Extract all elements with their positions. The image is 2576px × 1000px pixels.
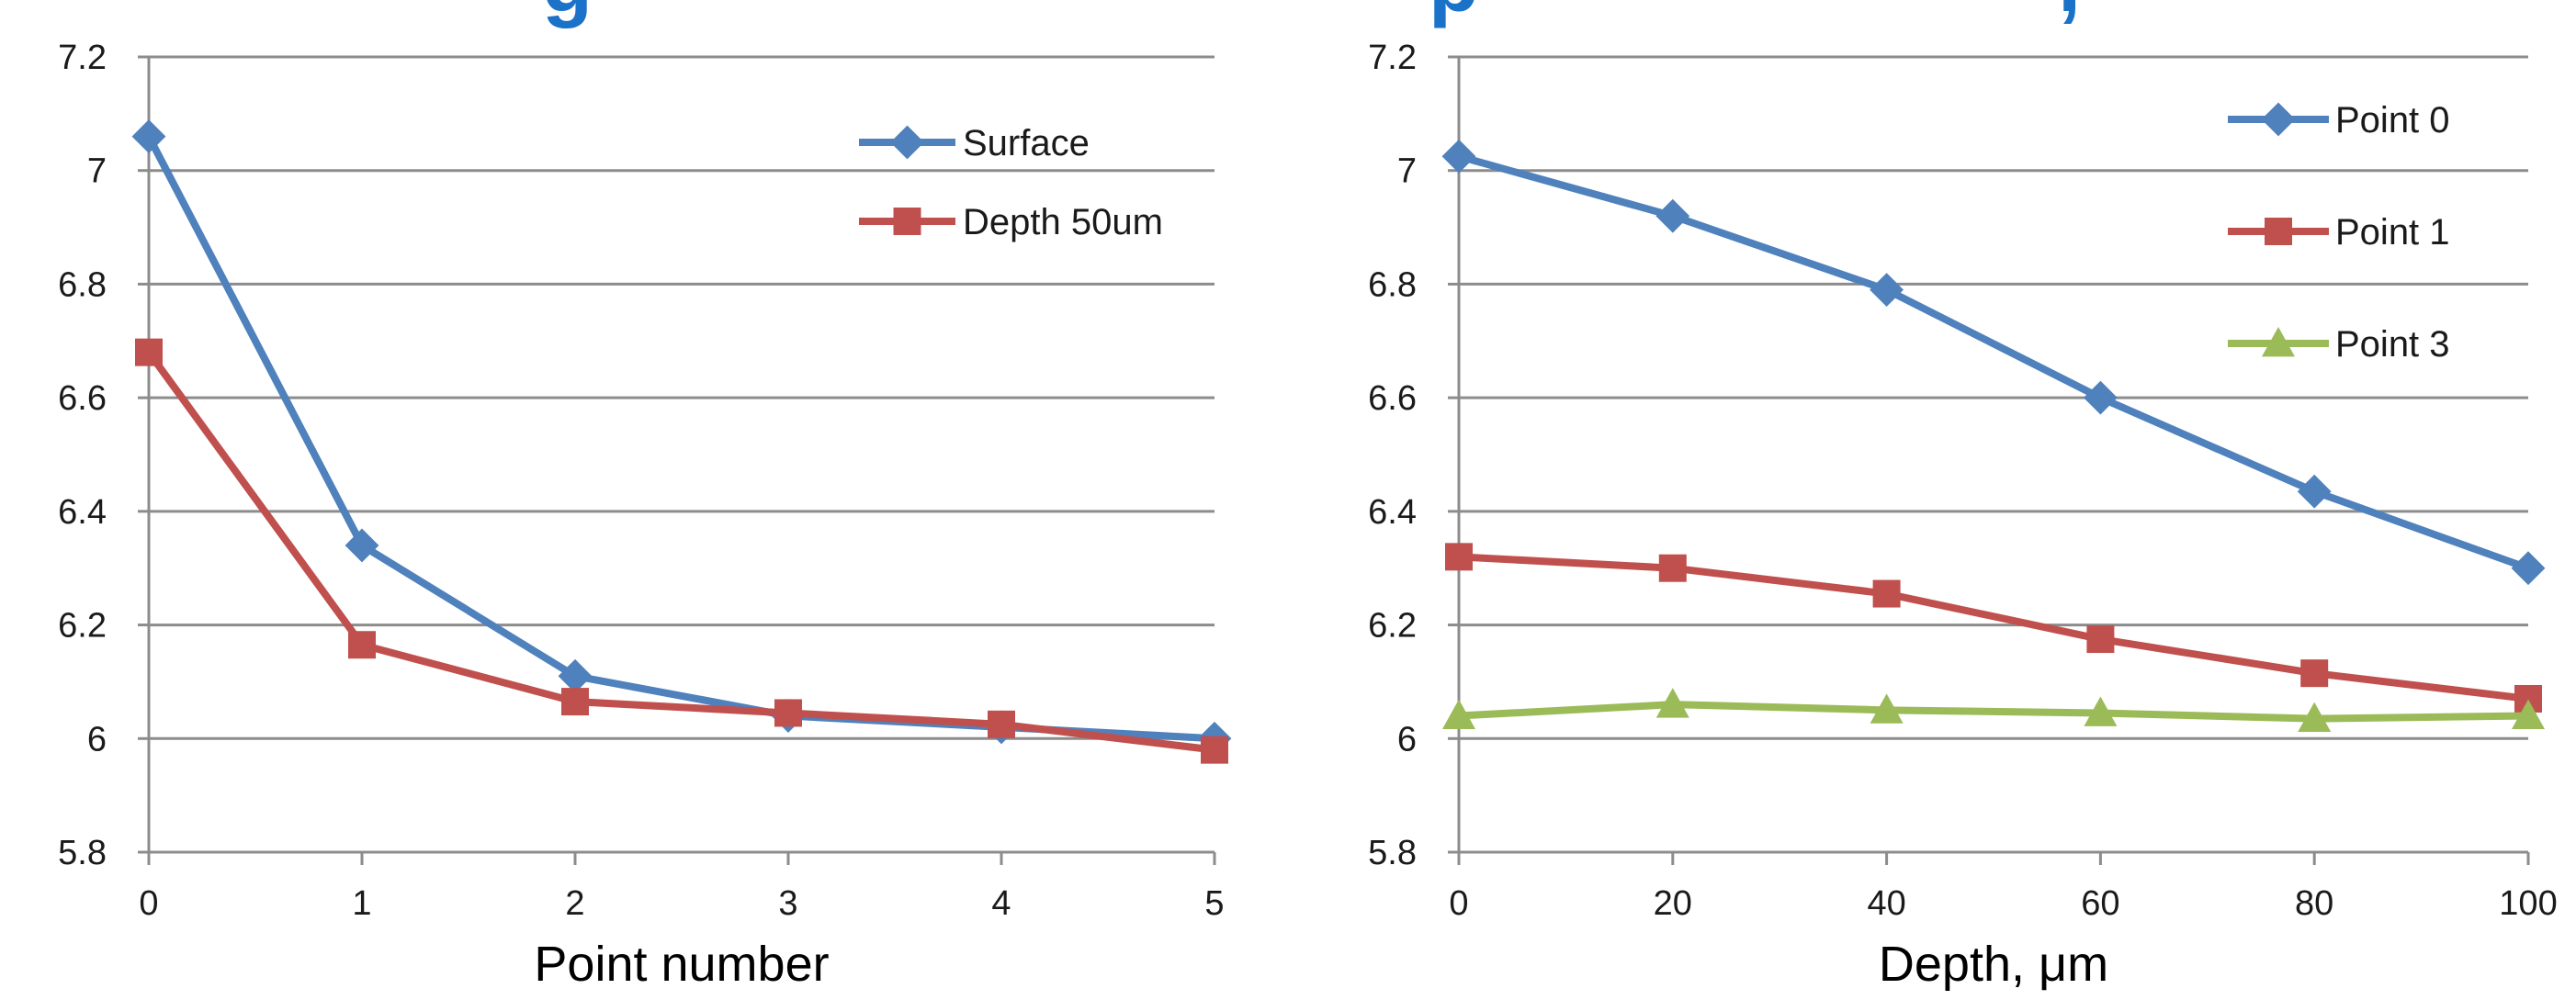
data-point-1-5: [1201, 736, 1228, 764]
data-point-2-0: [1442, 699, 1475, 729]
data-point-0-5: [2511, 551, 2546, 586]
x-tick-label: 80: [2295, 884, 2333, 923]
y-tick-label: 6.8: [58, 265, 107, 304]
x-tick-label: 1: [352, 884, 371, 923]
y-tick-label: 6.2: [58, 607, 107, 646]
series-line-1: [1458, 553, 2529, 702]
data-point-0-0: [131, 119, 166, 154]
legend-marker: [2265, 218, 2292, 245]
y-tick-label: 6: [87, 720, 107, 758]
data-point-2-3: [2084, 696, 2118, 726]
series-line-0: [1457, 152, 2530, 572]
x-tick-label: 100: [2499, 884, 2557, 923]
data-point-1-0: [1445, 543, 1473, 571]
y-tick-label: 7: [1397, 152, 1417, 191]
x-tick-label: 20: [1654, 884, 1692, 923]
y-tick-label: 6: [1397, 720, 1417, 758]
y-tick-label: 7: [87, 152, 107, 191]
data-point-1-4: [988, 710, 1015, 738]
data-point-0-4: [2297, 474, 2332, 509]
legend-label: Point 0: [2335, 100, 2450, 140]
x-tick-label: 2: [565, 884, 584, 923]
x-axis-title: Point number: [534, 937, 829, 992]
legend-label: Depth 50um: [963, 202, 1163, 242]
x-tick-label: 0: [139, 884, 158, 923]
legend-marker: [2262, 327, 2295, 357]
legend-label: Point 1: [2335, 212, 2450, 253]
series-line-1: [145, 350, 1215, 754]
data-point-2-5: [2512, 699, 2545, 729]
data-point-1-3: [774, 699, 802, 727]
banner-fragment-2: p: [1429, 0, 1479, 29]
data-point-2-2: [1870, 693, 1904, 724]
x-tick-label: 3: [778, 884, 797, 923]
x-tick-label: 0: [1449, 884, 1468, 923]
y-tick-label: 6.4: [1368, 493, 1417, 532]
y-tick-label: 5.8: [1368, 834, 1417, 872]
data-point-0-0: [1441, 139, 1476, 174]
banner-fragment-3: ,: [2058, 0, 2081, 29]
y-tick-label: 7.2: [1368, 39, 1417, 77]
y-tick-label: 6.8: [1368, 265, 1417, 304]
y-tick-label: 6.6: [1368, 379, 1417, 418]
chart-point-number: 5.8 6 6.2 6.4 6.6 6.8 7 7.2 0 1 2 3 4 5 Point number Su…: [58, 39, 1232, 992]
x-tick-label: 40: [1867, 884, 1905, 923]
data-point-0-2: [1870, 273, 1904, 308]
data-point-1-2: [1872, 579, 1901, 608]
data-point-0-1: [345, 528, 379, 563]
y-tick-label: 7.2: [58, 39, 107, 77]
x-tick-label: 60: [2081, 884, 2119, 923]
cropped-title-banner: g p ,: [542, 0, 2081, 29]
data-point-1-2: [561, 688, 589, 716]
data-point-1-0: [135, 338, 163, 366]
legend-marker: [893, 208, 921, 235]
data-point-1-1: [1658, 554, 1687, 582]
data-point-1-4: [2300, 659, 2329, 688]
y-tick-label: 6.6: [58, 379, 107, 418]
series-line-2: [1458, 701, 2529, 723]
data-point-2-4: [2298, 702, 2332, 733]
x-tick-label: 4: [991, 884, 1011, 923]
x-tick-label: 5: [1204, 884, 1224, 923]
data-point-2-1: [1655, 688, 1689, 718]
y-tick-label: 6.4: [58, 493, 107, 532]
data-point-1-1: [348, 631, 376, 659]
data-point-1-3: [2086, 625, 2115, 654]
legend-label: Surface: [963, 123, 1090, 163]
legend-marker: [2261, 102, 2296, 137]
legend-marker: [890, 125, 924, 160]
banner-fragment-1: g: [542, 0, 593, 29]
y-tick-label: 5.8: [58, 834, 107, 872]
legend-label: Point 3: [2335, 324, 2450, 365]
data-point-0-1: [1655, 198, 1690, 233]
chart-depth: 5.8 6 6.2 6.4 6.6 6.8 7 7.2 0 20 40 60 80 100 Depth, μ…: [1368, 39, 2558, 992]
x-axis-title: Depth, μm: [1879, 937, 2108, 992]
data-point-0-3: [2083, 380, 2118, 415]
y-tick-label: 6.2: [1368, 607, 1417, 646]
